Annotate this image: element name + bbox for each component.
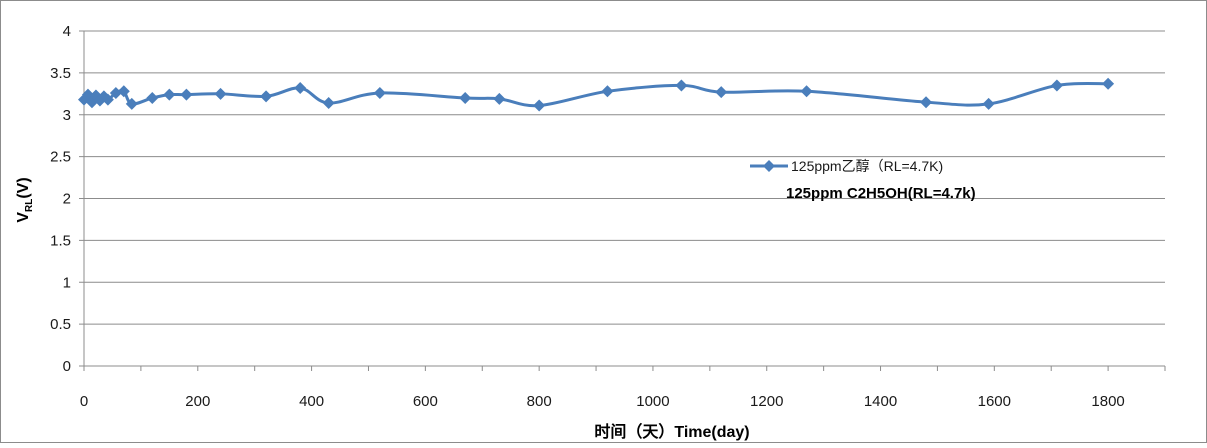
x-tick-label: 600 — [413, 393, 438, 410]
data-point — [982, 97, 995, 110]
data-point — [675, 79, 688, 92]
data-point — [920, 96, 933, 109]
data-point — [109, 86, 122, 99]
x-tick-label: 1600 — [978, 393, 1011, 410]
data-point — [260, 90, 273, 103]
chart-annotation: 125ppm C2H5OH(RL=4.7k) — [786, 185, 976, 202]
y-axis-title-main: V — [15, 212, 32, 223]
x-tick-label: 1000 — [636, 393, 669, 410]
data-point — [101, 93, 114, 106]
gridlines — [84, 30, 1165, 325]
x-axis-title: 时间（天）Time(day) — [594, 422, 749, 441]
y-tick-label: 3.5 — [50, 65, 71, 82]
data-point — [800, 85, 813, 98]
y-tick-label: 4 — [63, 23, 71, 40]
data-point — [1102, 77, 1115, 90]
data-point — [459, 92, 472, 104]
legend-marker — [763, 160, 775, 172]
data-point — [125, 97, 138, 110]
data-point — [1050, 79, 1063, 92]
x-tick-label: 1400 — [864, 393, 897, 410]
x-tick-label: 200 — [185, 393, 210, 410]
y-axis-title-sub: RL — [24, 199, 35, 212]
y-tick-label: 1 — [63, 274, 71, 291]
y-tick-label: 2.5 — [50, 149, 71, 166]
data-point — [715, 86, 728, 99]
y-axis-title: VRL(V) — [15, 177, 35, 222]
data-point — [294, 81, 307, 94]
x-tick-labels: 0 200 400 600 800 1000 1200 1400 1600 1800 — [80, 393, 1125, 410]
x-tick-label: 0 — [80, 393, 88, 410]
series-layer — [78, 77, 1115, 112]
x-tick-label: 1200 — [750, 393, 783, 410]
data-point — [163, 88, 176, 101]
legend-label: 125ppm乙醇（RL=4.7K) — [791, 158, 943, 174]
data-point — [373, 86, 386, 99]
data-point — [214, 87, 227, 100]
legend: 125ppm乙醇（RL=4.7K) — [750, 158, 943, 174]
y-tick-label: 0.5 — [50, 316, 71, 333]
y-tick-labels: 0 0.5 1 1.5 2 2.5 3 3.5 4 — [50, 23, 71, 375]
y-tick-label: 1.5 — [50, 232, 71, 249]
data-point — [533, 99, 546, 112]
y-tick-label: 2 — [63, 191, 71, 208]
x-tick-label: 1800 — [1091, 393, 1124, 410]
data-point — [146, 92, 159, 104]
data-point — [117, 85, 130, 98]
data-point — [601, 85, 614, 98]
data-point — [180, 88, 193, 101]
data-point — [493, 92, 506, 105]
y-axis-title-unit: (V) — [15, 177, 32, 198]
y-tick-label: 0 — [63, 358, 71, 375]
x-tick-label: 400 — [299, 393, 324, 410]
axes — [79, 30, 1166, 371]
data-point — [322, 97, 335, 110]
y-tick-label: 3 — [63, 107, 71, 124]
x-tick-label: 800 — [527, 393, 552, 410]
